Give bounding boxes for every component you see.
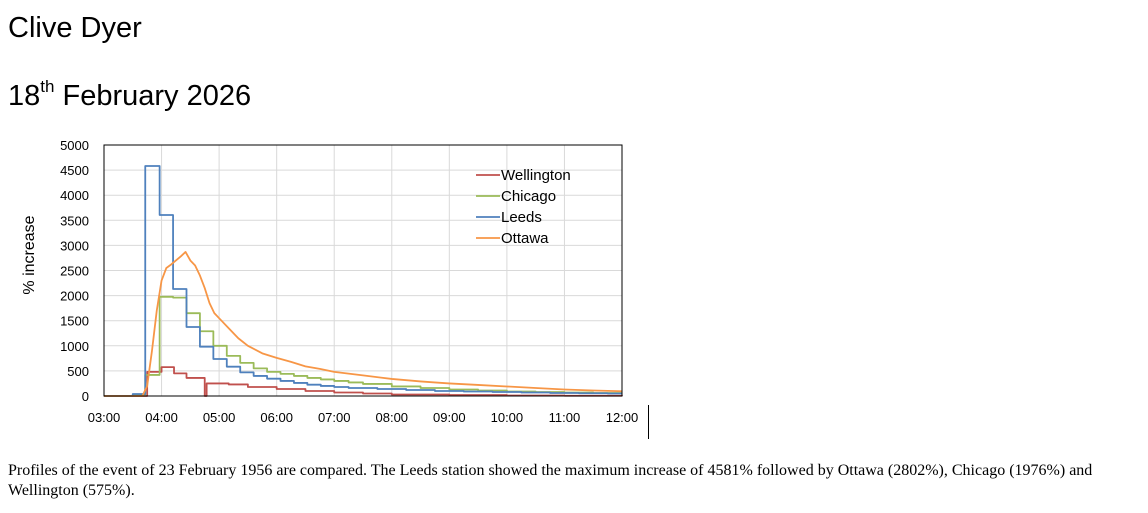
legend-label-ottawa: Ottawa: [501, 230, 549, 247]
figure-caption: Profiles of the event of 23 February 195…: [8, 462, 1093, 499]
text-cursor: [648, 405, 649, 439]
y-tick-label: 1000: [60, 339, 89, 354]
x-tick-label: 08:00: [376, 410, 409, 425]
legend: Wellington Chicago Leeds Ottawa: [476, 167, 571, 247]
date-rest: February 2026: [54, 80, 252, 112]
y-tick-label: 3000: [60, 238, 89, 253]
date-suffix: th: [40, 77, 55, 96]
series-line-wellington: [104, 366, 623, 397]
y-tick-label: 4000: [60, 188, 89, 203]
x-tick-label: 12:00: [606, 410, 639, 425]
legend-label-leeds: Leeds: [501, 209, 542, 226]
document-date: 18th February 2026: [8, 77, 252, 113]
y-tick-label: 2000: [60, 289, 89, 304]
x-tick-label: 10:00: [491, 410, 524, 425]
y-tick-label: 5000: [60, 138, 89, 153]
x-tick-label: 03:00: [88, 410, 121, 425]
y-axis-label: % increase: [21, 215, 38, 294]
series-line-chicago: [104, 295, 622, 397]
line-chart: 0 500 1000 1500 2000 2500 3000 3500 4000 4500 5000…: [21, 138, 639, 425]
legend-label-chicago: Chicago: [501, 188, 556, 205]
x-tick-label: 09:00: [433, 410, 466, 425]
x-tick-labels: 03:00 04:00 05:00 06:00 07:00 08:00 09:00 10:00…: [88, 410, 639, 425]
y-tick-label: 500: [67, 364, 89, 379]
y-tick-label: 2500: [60, 264, 89, 279]
y-tick-label: 1500: [60, 314, 89, 329]
series-lines: [104, 165, 623, 397]
plot-frame: [103, 144, 623, 397]
x-tick-label: 05:00: [203, 410, 236, 425]
date-day: 18: [8, 80, 41, 112]
y-tick-label: 4500: [60, 163, 89, 178]
x-tick-label: 06:00: [260, 410, 293, 425]
series-line-leeds: [104, 165, 622, 397]
y-tick-label: 0: [82, 389, 89, 404]
x-tick-label: 11:00: [549, 410, 581, 425]
y-tick-label: 3500: [60, 213, 89, 228]
x-tick-label: 07:00: [318, 410, 351, 425]
series-line-ottawa: [104, 251, 623, 397]
author-name: Clive Dyer: [8, 12, 142, 44]
x-tick-label: 04:00: [145, 410, 178, 425]
legend-label-wellington: Wellington: [501, 167, 571, 184]
y-tick-labels: 0 500 1000 1500 2000 2500 3000 3500 4000 4500 5000: [60, 138, 89, 404]
